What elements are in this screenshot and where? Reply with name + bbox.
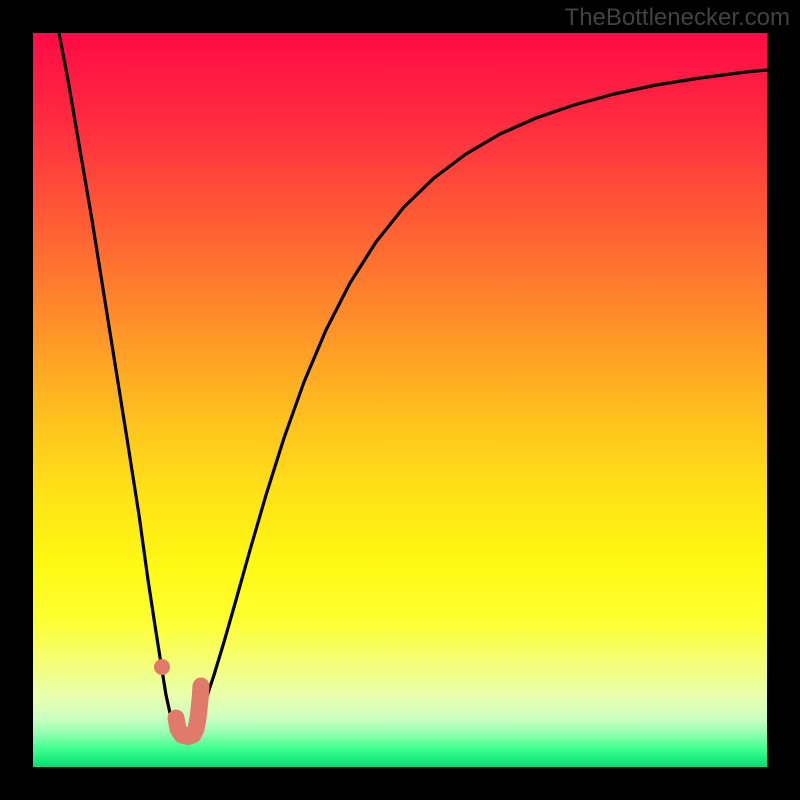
plot-area xyxy=(33,33,767,767)
watermark-text: TheBottlenecker.com xyxy=(565,4,790,32)
chart-canvas: TheBottlenecker.com xyxy=(0,0,800,800)
chart-svg xyxy=(0,0,800,800)
marker-dot xyxy=(154,659,170,675)
